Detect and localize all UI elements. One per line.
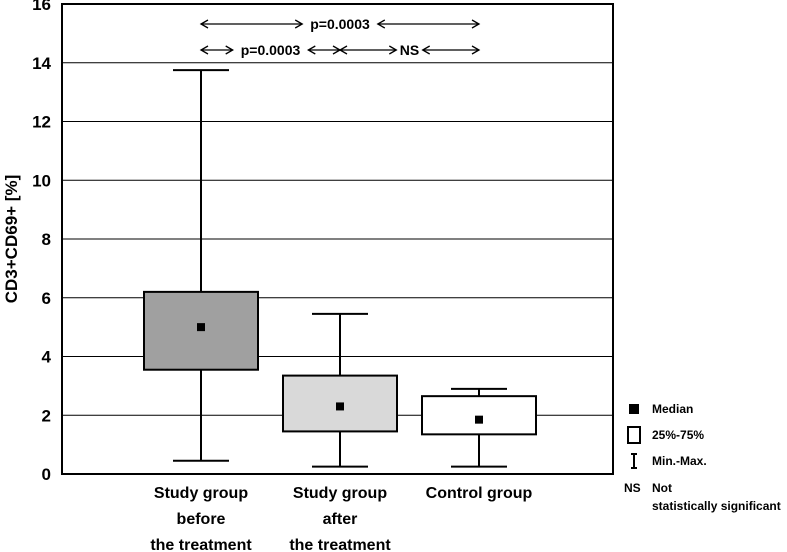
legend-label: Min.-Max. <box>652 454 707 468</box>
legend-box-symbol <box>627 426 641 444</box>
iqr-box <box>421 395 537 436</box>
significance-label: p=0.0003 <box>310 16 370 32</box>
legend-label: 25%-75% <box>652 428 704 442</box>
legend-label: statistically significant <box>652 499 781 513</box>
bracket-right-head-left <box>306 45 316 55</box>
bracket-left-head-right <box>225 45 235 55</box>
y-tick-label: 10 <box>32 171 51 190</box>
bracket-left-head-right <box>294 19 304 29</box>
y-tick-label: 0 <box>42 465 51 484</box>
category-label: Study group <box>293 485 387 502</box>
legend-label: Median <box>652 402 693 416</box>
category-label: the treatment <box>289 537 391 552</box>
bracket-right-head-left <box>376 19 386 29</box>
bracket-right-head-left <box>421 45 431 55</box>
significance-annotations: p=0.0003 p=0.0003 NS <box>199 16 481 58</box>
y-axis-label: CD3+CD69+ [%] <box>2 175 21 304</box>
significance-label: NS <box>400 42 419 58</box>
box-group <box>421 387 537 468</box>
plot-frame <box>61 3 614 475</box>
category-label: Study group <box>154 485 248 502</box>
bracket-left-head-left <box>199 19 209 29</box>
bracket-left-head-left <box>199 45 209 55</box>
category-labels: Study group before the treatment Study grou… <box>150 485 532 552</box>
bracket-left-head-left <box>338 45 348 55</box>
y-tick-label: 2 <box>42 406 51 425</box>
y-tick-label: 6 <box>42 289 51 308</box>
box-group <box>282 312 398 468</box>
legend: Median 25%-75% Min.-Max. NS Not statistically… <box>624 402 781 513</box>
y-axis-ticks: 0 2 4 6 8 10 12 14 16 <box>32 0 51 484</box>
legend-ns-symbol: NS <box>624 481 641 495</box>
y-tick-label: 8 <box>42 230 51 249</box>
median-marker <box>475 415 483 424</box>
median-marker <box>336 402 344 411</box>
bracket-left-head-right <box>388 45 398 55</box>
category-label: Control group <box>426 485 533 502</box>
category-label: after <box>323 511 358 528</box>
y-tick-label: 14 <box>32 54 51 73</box>
legend-median-symbol <box>629 404 639 414</box>
legend-label: Not <box>652 481 672 495</box>
y-tick-label: 12 <box>32 113 51 132</box>
box-group <box>143 69 259 462</box>
significance-label: p=0.0003 <box>241 42 301 58</box>
y-tick-label: 4 <box>42 348 52 367</box>
category-label: before <box>177 511 226 528</box>
bracket-right-head-right <box>471 45 481 55</box>
median-marker <box>197 323 205 332</box>
boxes <box>143 69 537 468</box>
bracket-right-head-right <box>471 19 481 29</box>
y-tick-label: 16 <box>32 0 51 14</box>
category-label: the treatment <box>150 537 252 552</box>
